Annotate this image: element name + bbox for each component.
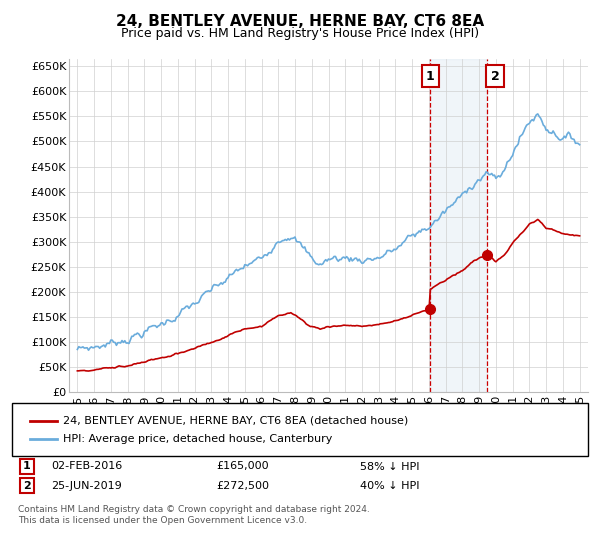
Text: 2: 2 [23,480,31,491]
Text: Contains HM Land Registry data © Crown copyright and database right 2024.
This d: Contains HM Land Registry data © Crown c… [18,505,370,525]
Text: 1: 1 [426,70,435,83]
Text: 25-JUN-2019: 25-JUN-2019 [51,480,122,491]
Text: 40% ↓ HPI: 40% ↓ HPI [360,480,419,491]
Text: 58% ↓ HPI: 58% ↓ HPI [360,461,419,472]
Text: £272,500: £272,500 [216,480,269,491]
Text: 02-FEB-2016: 02-FEB-2016 [51,461,122,472]
Text: 24, BENTLEY AVENUE, HERNE BAY, CT6 8EA: 24, BENTLEY AVENUE, HERNE BAY, CT6 8EA [116,14,484,29]
Text: 2: 2 [491,70,500,83]
Text: 24, BENTLEY AVENUE, HERNE BAY, CT6 8EA (detached house): 24, BENTLEY AVENUE, HERNE BAY, CT6 8EA (… [63,416,408,426]
Text: £165,000: £165,000 [216,461,269,472]
Text: Price paid vs. HM Land Registry's House Price Index (HPI): Price paid vs. HM Land Registry's House … [121,27,479,40]
Text: 1: 1 [23,461,31,472]
Text: HPI: Average price, detached house, Canterbury: HPI: Average price, detached house, Cant… [63,434,332,444]
Bar [430,59,487,392]
